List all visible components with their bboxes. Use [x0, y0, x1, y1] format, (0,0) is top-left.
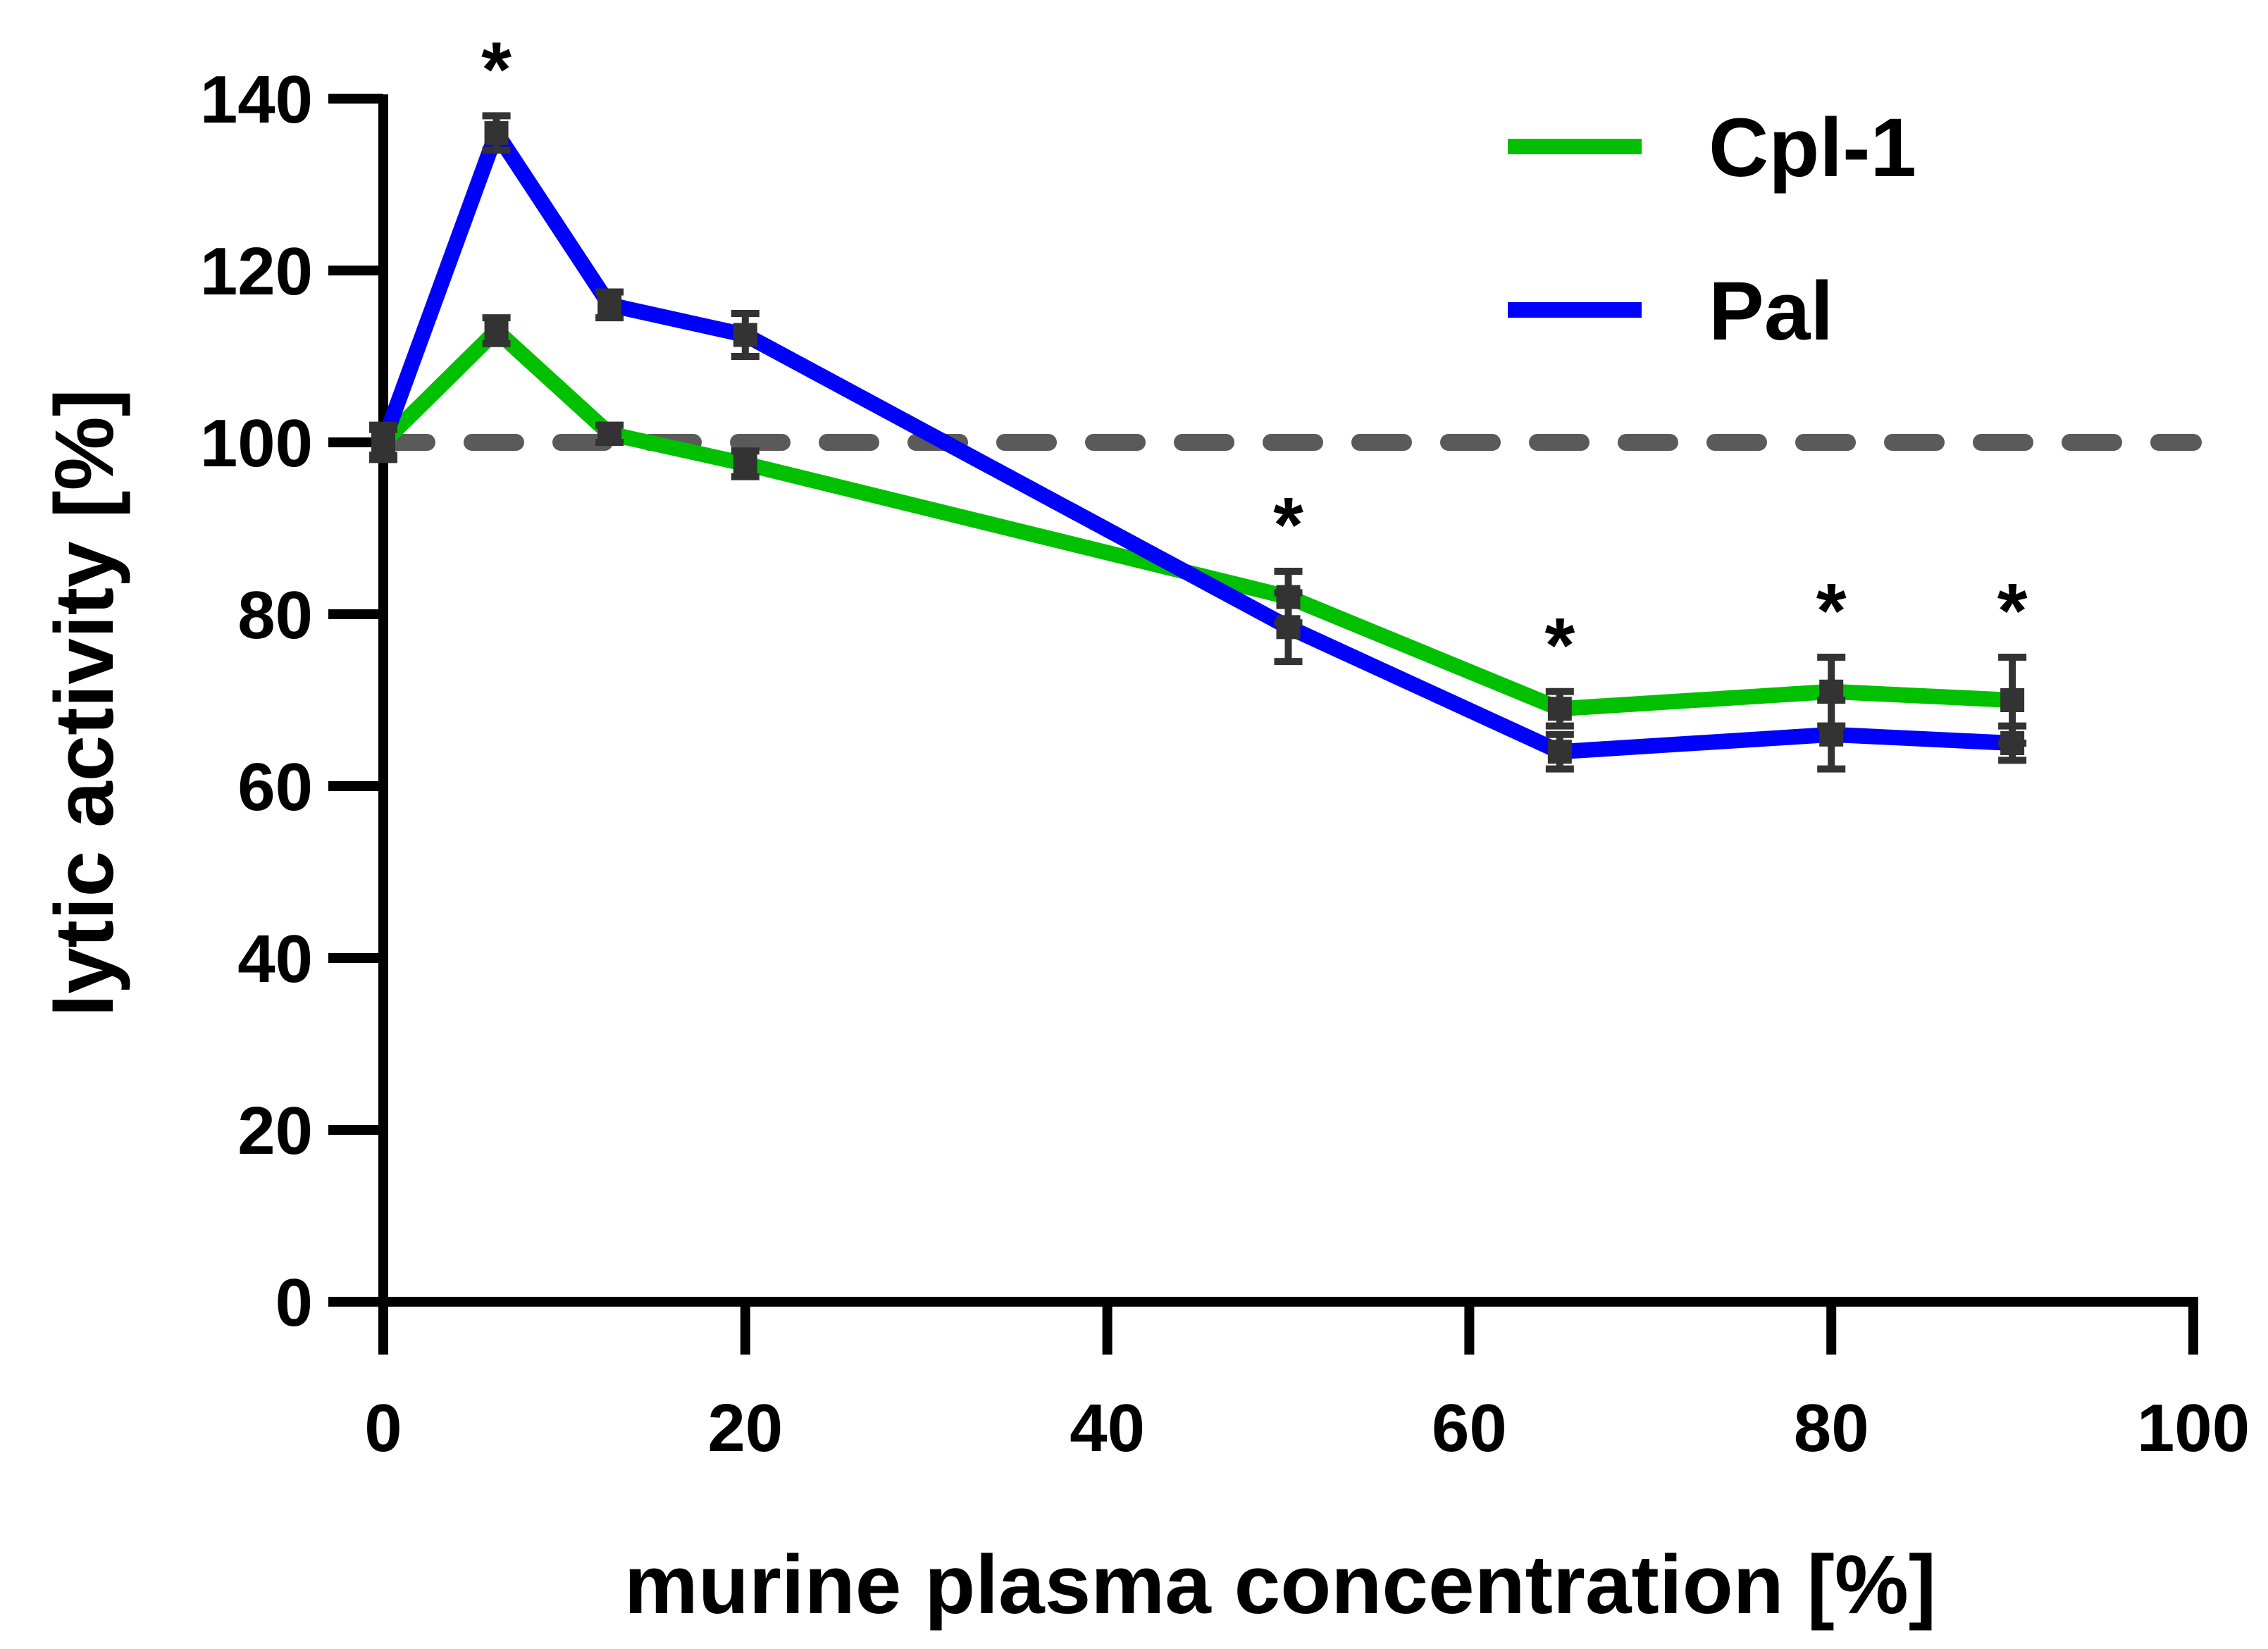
x-tick-label-100: 100 [2137, 1390, 2250, 1466]
data-point-pal-3 [733, 323, 757, 347]
data-point-cpl-1-5 [1547, 697, 1572, 721]
error-bar-pal-3 [731, 310, 760, 360]
x-tick-label-60: 60 [1432, 1390, 1507, 1466]
x-tick-label-80: 80 [1794, 1390, 1869, 1466]
data-point-cpl-1-7 [2000, 688, 2025, 712]
y-tick-label-80: 80 [237, 578, 313, 653]
legend-label-pal: Pal [1709, 265, 1833, 358]
data-point-pal-7 [2000, 731, 2025, 755]
data-point-cpl-1-1 [484, 318, 509, 343]
y-tick-label-0: 0 [275, 1265, 313, 1340]
significance-star-1: * [1273, 482, 1303, 568]
labels: 0 20 40 60 80 100 120 140 0 20 40 60 80 100 * * * * * [200, 26, 2250, 1466]
x-tick-label-40: 40 [1070, 1390, 1145, 1466]
error-bar-cpl-1-2 [595, 421, 624, 446]
data-point-cpl-1-3 [733, 452, 757, 476]
legend: Cpl-1 Pal [1508, 101, 1916, 358]
y-tick-label-120: 120 [200, 234, 313, 309]
error-bar-pal-2 [595, 288, 624, 322]
error-bar-cpl-1-3 [731, 447, 760, 480]
series-line-cpl-1 [378, 323, 2013, 717]
x-tick-label-20: 20 [707, 1390, 783, 1466]
significance-star-2: * [1544, 602, 1575, 689]
data-point-pal-6 [1819, 722, 1844, 747]
data-point-pal-0 [371, 430, 395, 454]
data-point-pal-1 [484, 120, 509, 145]
y-axis-title: lytic activity [%] [38, 389, 131, 1017]
y-tick-label-140: 140 [200, 62, 313, 137]
error-bar-pal-5 [1545, 730, 1574, 773]
series-layer [376, 125, 2013, 760]
data-point-pal-2 [597, 292, 622, 317]
data-point-pal-4 [1276, 615, 1301, 640]
significance-star-3: * [1816, 568, 1847, 654]
significance-star-0: * [481, 26, 512, 113]
y-tick-label-100: 100 [200, 406, 313, 481]
data-point-pal-5 [1547, 740, 1572, 764]
series-line-pal [376, 125, 2013, 760]
error-bar-pal-6 [1817, 697, 1846, 773]
error-bar-pal-7 [1998, 722, 2027, 764]
x-tick-label-0: 0 [364, 1390, 402, 1466]
legend-label-cpl-1: Cpl-1 [1709, 101, 1916, 194]
error-bar-cpl-1-1 [482, 314, 511, 347]
error-bar-pal-1 [482, 112, 511, 154]
error-bar-pal-4 [1274, 589, 1303, 666]
y-tick-label-40: 40 [237, 921, 313, 997]
error-bar-cpl-1-5 [1545, 687, 1574, 730]
x-axis-title: murine plasma concentration [%] [624, 1538, 1936, 1631]
error-bars [369, 112, 2027, 773]
y-tick-label-60: 60 [237, 749, 313, 825]
axes [328, 94, 2198, 1355]
y-tick-label-20: 20 [237, 1093, 313, 1169]
error-bar-pal-0 [369, 421, 397, 463]
data-point-cpl-1-2 [597, 421, 622, 446]
significance-star-4: * [1997, 568, 2028, 654]
